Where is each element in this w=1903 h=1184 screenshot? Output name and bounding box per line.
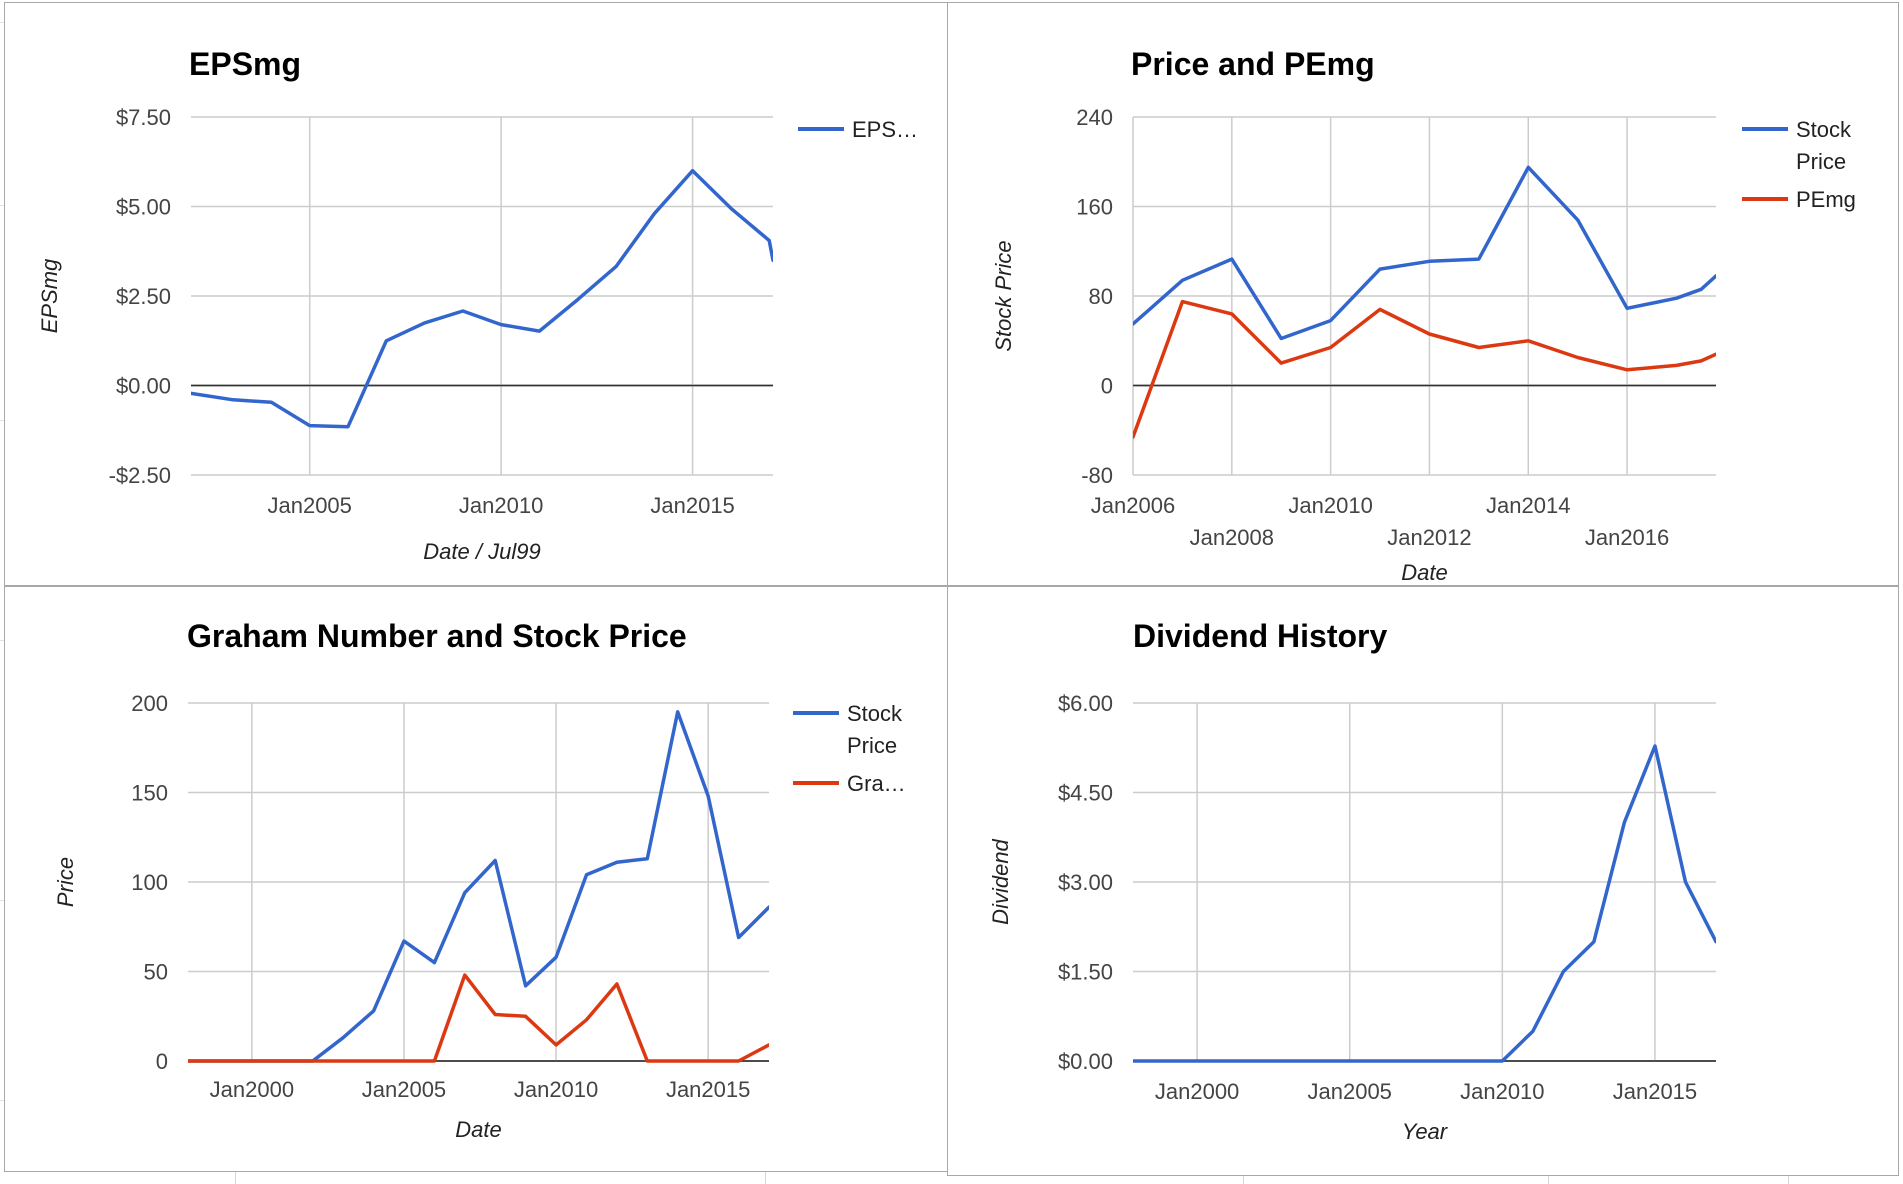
x-tick-label: Jan2015 <box>650 493 734 518</box>
x-tick-label: Jan2005 <box>1308 1079 1392 1104</box>
price-pemg-chart-panel[interactable]: Price and PEmg -80 0 80 160 240 Jan2006 Jan2008… <box>947 2 1899 586</box>
column-gridline <box>235 1166 236 1184</box>
series-line-1[interactable] <box>188 973 769 1063</box>
y-tick-label: $1.50 <box>1058 960 1113 985</box>
x-tick-label: Jan2005 <box>362 1077 446 1102</box>
graham-chart-svg: Graham Number and Stock Price 0 50 100 150 20… <box>53 618 906 1142</box>
x-tick-label: Jan2012 <box>1387 525 1471 550</box>
y-tick-label: -80 <box>1081 463 1113 488</box>
y-tick-label: $4.50 <box>1058 781 1113 806</box>
legend-label[interactable]: EPS… <box>852 117 918 142</box>
y-tick-label: $0.00 <box>116 374 171 399</box>
y-tick-label: $6.00 <box>1058 691 1113 716</box>
y-tick-label: 100 <box>131 870 168 895</box>
x-tick-label: Jan2015 <box>666 1077 750 1102</box>
y-axis-title: Stock Price <box>991 240 1016 351</box>
graham-chart-panel[interactable]: Graham Number and Stock Price 0 50 100 150 20… <box>4 586 949 1172</box>
x-tick-label: Jan2000 <box>1155 1079 1239 1104</box>
x-tick-label: Jan2010 <box>1460 1079 1544 1104</box>
x-tick-label: Jan2010 <box>459 493 543 518</box>
y-tick-label: 50 <box>144 960 168 985</box>
y-tick-label: 200 <box>131 691 168 716</box>
y-axis-title: Dividend <box>988 838 1013 924</box>
dividend-chart-panel[interactable]: Dividend History $0.00 $1.50 $3.00 $4.50 $6.0… <box>947 586 1899 1176</box>
x-tick-label: Jan2010 <box>514 1077 598 1102</box>
chart-title: Price and PEmg <box>1131 46 1375 82</box>
legend-label[interactable]: PEmg <box>1796 187 1856 212</box>
x-axis-title: Date <box>1401 560 1447 585</box>
chart-title: Dividend History <box>1133 618 1387 654</box>
epsmg-chart-panel[interactable]: EPSmg -$2.50 $0.00 $2.50 $5.00 $7.50 Jan2005 Ja… <box>4 2 949 586</box>
series-line-0[interactable] <box>188 710 769 1063</box>
y-axis-title: Price <box>53 857 78 907</box>
y-tick-label: $7.50 <box>116 105 171 130</box>
x-tick-label: Jan2014 <box>1486 493 1570 518</box>
chart-title: Graham Number and Stock Price <box>187 618 687 654</box>
x-axis-title: Year <box>1402 1119 1449 1144</box>
y-tick-label: $0.00 <box>1058 1049 1113 1074</box>
x-tick-label: Jan2008 <box>1190 525 1274 550</box>
y-tick-label: $5.00 <box>116 195 171 220</box>
y-tick-label: -$2.50 <box>109 463 171 488</box>
x-tick-label: Jan2005 <box>267 493 351 518</box>
dividend-chart-svg: Dividend History $0.00 $1.50 $3.00 $4.50 $6.0… <box>988 618 1716 1144</box>
legend-label[interactable]: Stock Price <box>1796 117 1852 174</box>
y-tick-label: 80 <box>1089 284 1113 309</box>
series-line-1[interactable] <box>1133 299 1716 439</box>
series-line-0[interactable] <box>1133 744 1716 1063</box>
y-tick-label: 150 <box>131 781 168 806</box>
y-tick-label: 240 <box>1076 105 1113 130</box>
epsmg-chart-svg: EPSmg -$2.50 $0.00 $2.50 $5.00 $7.50 Jan2005 Ja… <box>37 46 918 564</box>
x-tick-label: Jan2006 <box>1091 493 1175 518</box>
legend-label[interactable]: Gra… <box>847 771 906 796</box>
x-axis-title: Date / Jul99 <box>423 539 540 564</box>
y-tick-label: 160 <box>1076 195 1113 220</box>
y-tick-label: 0 <box>1101 374 1113 399</box>
series-line-0[interactable] <box>1133 165 1716 341</box>
chart-title: EPSmg <box>189 46 301 82</box>
y-axis-title: EPSmg <box>37 258 62 333</box>
y-tick-label: $3.00 <box>1058 870 1113 895</box>
legend-label[interactable]: Stock Price <box>847 701 903 758</box>
price-pemg-chart-svg: Price and PEmg -80 0 80 160 240 Jan2006 Jan2008… <box>991 46 1856 585</box>
x-tick-label: Jan2000 <box>210 1077 294 1102</box>
x-tick-label: Jan2016 <box>1585 525 1669 550</box>
x-tick-label: Jan2015 <box>1613 1079 1697 1104</box>
y-tick-label: $2.50 <box>116 284 171 309</box>
column-gridline <box>765 1166 766 1184</box>
x-axis-title: Date <box>455 1117 501 1142</box>
y-tick-label: 0 <box>156 1049 168 1074</box>
series-line-0[interactable] <box>191 168 773 429</box>
x-tick-label: Jan2010 <box>1288 493 1372 518</box>
